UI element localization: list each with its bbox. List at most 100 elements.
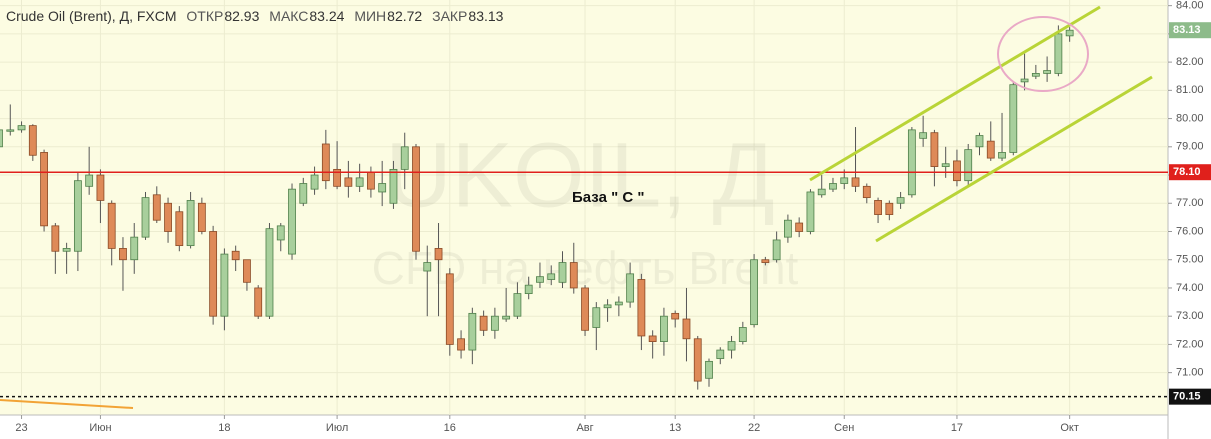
price-label: 78.10 bbox=[1173, 166, 1201, 178]
candle-body bbox=[490, 315, 499, 331]
candles bbox=[0, 25, 1074, 390]
candle-body bbox=[276, 225, 285, 241]
candle-body bbox=[716, 349, 725, 359]
candle-body bbox=[829, 183, 837, 190]
candle-body bbox=[479, 315, 488, 331]
candle-body bbox=[209, 231, 218, 317]
candle-body bbox=[547, 273, 556, 280]
candle-body bbox=[175, 211, 184, 247]
candle-body bbox=[851, 177, 860, 187]
trend-line bbox=[0, 399, 134, 409]
candle-body bbox=[660, 315, 668, 342]
candle-body bbox=[40, 152, 48, 227]
candle-body bbox=[941, 163, 950, 167]
candle-body bbox=[1020, 78, 1029, 83]
legend-header: Crude Oil (Brent), Д, FXCM ОТКР82.93 МАК… bbox=[6, 8, 509, 24]
stat-label: ЗАКР bbox=[432, 8, 468, 24]
stat-label: ОТКР bbox=[186, 8, 224, 24]
x-tick-label: Авг bbox=[576, 422, 593, 434]
candle-body bbox=[389, 168, 398, 204]
y-tick-label: 82.00 bbox=[1176, 56, 1204, 68]
candle-body bbox=[119, 248, 127, 261]
candle-body bbox=[107, 202, 116, 249]
candle-body bbox=[907, 129, 916, 196]
candle-body bbox=[344, 177, 353, 187]
last-price-label: 83.13 bbox=[1173, 24, 1201, 36]
hlines bbox=[0, 171, 1168, 398]
candle-body bbox=[321, 143, 330, 182]
candle-body bbox=[772, 239, 781, 261]
y-tick-label: 74.00 bbox=[1176, 282, 1204, 294]
candle-body bbox=[614, 301, 623, 306]
candle-body bbox=[400, 146, 409, 170]
candle-body bbox=[885, 202, 894, 215]
price-label-box bbox=[1169, 388, 1211, 405]
price-label: 70.15 bbox=[1173, 391, 1201, 403]
plot-background bbox=[0, 0, 1168, 415]
candle-body bbox=[784, 219, 792, 238]
candle-body bbox=[862, 185, 871, 199]
x-tick-label: 17 bbox=[951, 422, 963, 434]
y-tick-label: 79.00 bbox=[1176, 141, 1204, 153]
candle-body bbox=[682, 318, 691, 340]
candle-body bbox=[524, 284, 533, 295]
candle-body bbox=[693, 338, 702, 382]
candle-body bbox=[795, 222, 804, 232]
candle-body bbox=[355, 177, 364, 187]
candle-body bbox=[220, 253, 229, 317]
candle-body bbox=[705, 360, 713, 379]
y-tick-label: 76.00 bbox=[1176, 225, 1204, 237]
x-tick-label: 23 bbox=[15, 422, 27, 434]
candle-body bbox=[964, 149, 973, 182]
candle-body bbox=[626, 273, 635, 303]
candle-body bbox=[998, 152, 1006, 159]
candle-body bbox=[1031, 73, 1040, 77]
candle-body bbox=[28, 125, 37, 156]
candle-body bbox=[445, 273, 454, 345]
y-axis-background bbox=[1168, 0, 1211, 439]
x-axis-background bbox=[0, 415, 1168, 439]
candle-body bbox=[840, 177, 849, 184]
candle-body bbox=[17, 125, 26, 131]
candle-body bbox=[0, 129, 3, 148]
x-tick-label: 22 bbox=[748, 422, 760, 434]
candle-body bbox=[457, 338, 465, 351]
candle-body bbox=[930, 132, 939, 167]
candle-body bbox=[412, 146, 420, 252]
candle-body bbox=[1054, 33, 1063, 74]
candle-body bbox=[254, 287, 263, 317]
candle-body bbox=[468, 312, 477, 351]
x-tick-label: Июл bbox=[326, 422, 348, 434]
candle-body bbox=[738, 327, 747, 342]
y-tick-label: 77.00 bbox=[1176, 197, 1204, 209]
candle-body bbox=[761, 259, 770, 263]
x-tick-label: 18 bbox=[218, 422, 230, 434]
x-tick-label: 13 bbox=[669, 422, 681, 434]
candle-body bbox=[333, 168, 342, 187]
stat-value: 82.93 bbox=[224, 8, 260, 24]
candle-body bbox=[423, 262, 432, 272]
candle-body bbox=[637, 279, 646, 337]
candle-body bbox=[953, 160, 961, 182]
y-tick-label: 75.00 bbox=[1176, 254, 1204, 266]
candle-body bbox=[750, 259, 758, 326]
candle-body bbox=[806, 191, 815, 232]
highlight-ellipse bbox=[997, 16, 1089, 92]
candle-body bbox=[197, 202, 206, 232]
candle-body bbox=[896, 197, 905, 204]
x-tick-label: 16 bbox=[444, 422, 456, 434]
stat-label: МИН bbox=[354, 8, 387, 24]
candle-body bbox=[874, 200, 882, 215]
candle-body bbox=[231, 250, 240, 261]
y-tick-label: 80.00 bbox=[1176, 112, 1204, 124]
candle-body bbox=[817, 188, 826, 196]
candle-body bbox=[378, 183, 387, 193]
symbol-title: Crude Oil (Brent), Д, FXCM bbox=[6, 8, 177, 24]
channel-upper bbox=[809, 5, 1101, 182]
candle-body bbox=[513, 293, 522, 317]
last-price-box bbox=[1169, 22, 1211, 39]
y-tick-label: 73.00 bbox=[1176, 310, 1204, 322]
candle-body bbox=[62, 248, 71, 252]
